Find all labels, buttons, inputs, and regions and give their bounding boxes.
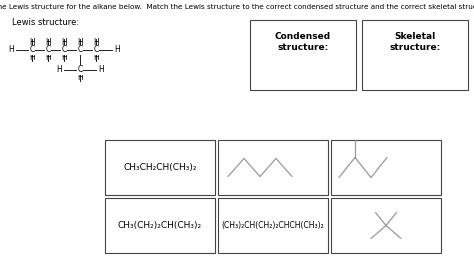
Text: C: C xyxy=(29,45,35,54)
Text: H: H xyxy=(93,53,99,62)
Text: CH₃(CH₂)₂CH(CH₃)₂: CH₃(CH₂)₂CH(CH₃)₂ xyxy=(118,221,202,230)
Text: H: H xyxy=(56,65,62,74)
Text: H: H xyxy=(77,73,83,82)
Bar xyxy=(331,198,441,253)
Text: Condensed
structure:: Condensed structure: xyxy=(275,32,331,52)
Text: H: H xyxy=(61,38,67,47)
Bar xyxy=(218,140,328,195)
Bar xyxy=(250,20,356,90)
Bar xyxy=(331,140,441,195)
Bar xyxy=(105,140,215,195)
Text: Use the Lewis structure for the alkane below.  Match the Lewis structure to the : Use the Lewis structure for the alkane b… xyxy=(0,4,474,10)
Text: CH₃CH₂CH(CH₃)₂: CH₃CH₂CH(CH₃)₂ xyxy=(123,163,197,172)
Bar xyxy=(218,198,328,253)
Text: C: C xyxy=(93,45,99,54)
Text: C: C xyxy=(46,45,51,54)
Text: (CH₃)₂CH(CH₂)₂CHCH(CH₃)₂: (CH₃)₂CH(CH₂)₂CHCH(CH₃)₂ xyxy=(222,221,324,230)
Text: C: C xyxy=(61,45,67,54)
Text: H: H xyxy=(93,38,99,47)
Text: H: H xyxy=(98,65,104,74)
Text: H: H xyxy=(29,53,35,62)
Text: H: H xyxy=(77,38,83,47)
Text: H: H xyxy=(114,45,120,54)
Text: C: C xyxy=(77,45,82,54)
Bar xyxy=(105,198,215,253)
Text: H: H xyxy=(8,45,14,54)
Text: H: H xyxy=(45,38,51,47)
Text: Lewis structure:: Lewis structure: xyxy=(12,18,79,27)
Text: H: H xyxy=(29,38,35,47)
Text: C: C xyxy=(77,65,82,74)
Text: H: H xyxy=(45,53,51,62)
Text: Skeletal
structure:: Skeletal structure: xyxy=(389,32,441,52)
Bar xyxy=(362,20,468,90)
Text: H: H xyxy=(61,53,67,62)
